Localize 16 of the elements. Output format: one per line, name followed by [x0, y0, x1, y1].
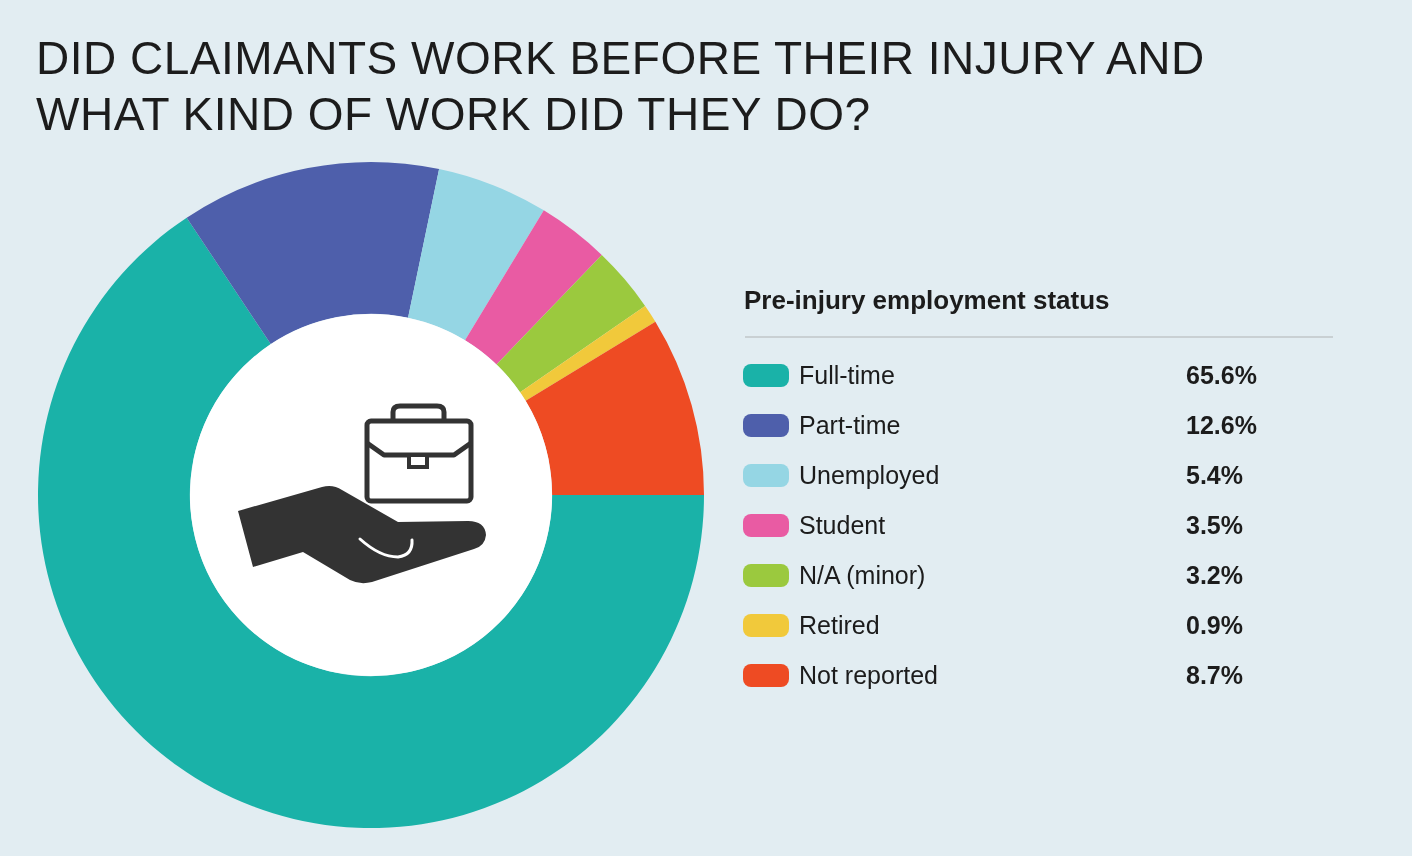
legend-title: Pre-injury employment status: [743, 284, 1111, 317]
data-label: 12.6%: [1186, 410, 1257, 440]
data-label: 3.5%: [1186, 510, 1243, 540]
legend-label: Part-time: [799, 410, 902, 440]
legend-label: Unemployed: [799, 460, 941, 490]
data-label: 3.2%: [1186, 560, 1243, 590]
data-label: 0.9%: [1186, 610, 1243, 640]
legend-label: Not reported: [799, 660, 939, 690]
data-label: 8.7%: [1186, 660, 1243, 690]
legend-label: Full-time: [799, 360, 896, 390]
legend-label: Retired: [799, 610, 881, 640]
data-label: 65.6%: [1186, 360, 1257, 390]
data-label: 5.4%: [1186, 460, 1243, 490]
chart-title: DID CLAIMANTS WORK BEFORE THEIR INJURY AND WHAT KIND OF WORK DID THEY DO?: [36, 31, 1206, 142]
legend-label: Student: [799, 510, 887, 540]
legend-label: N/A (minor): [799, 560, 927, 590]
